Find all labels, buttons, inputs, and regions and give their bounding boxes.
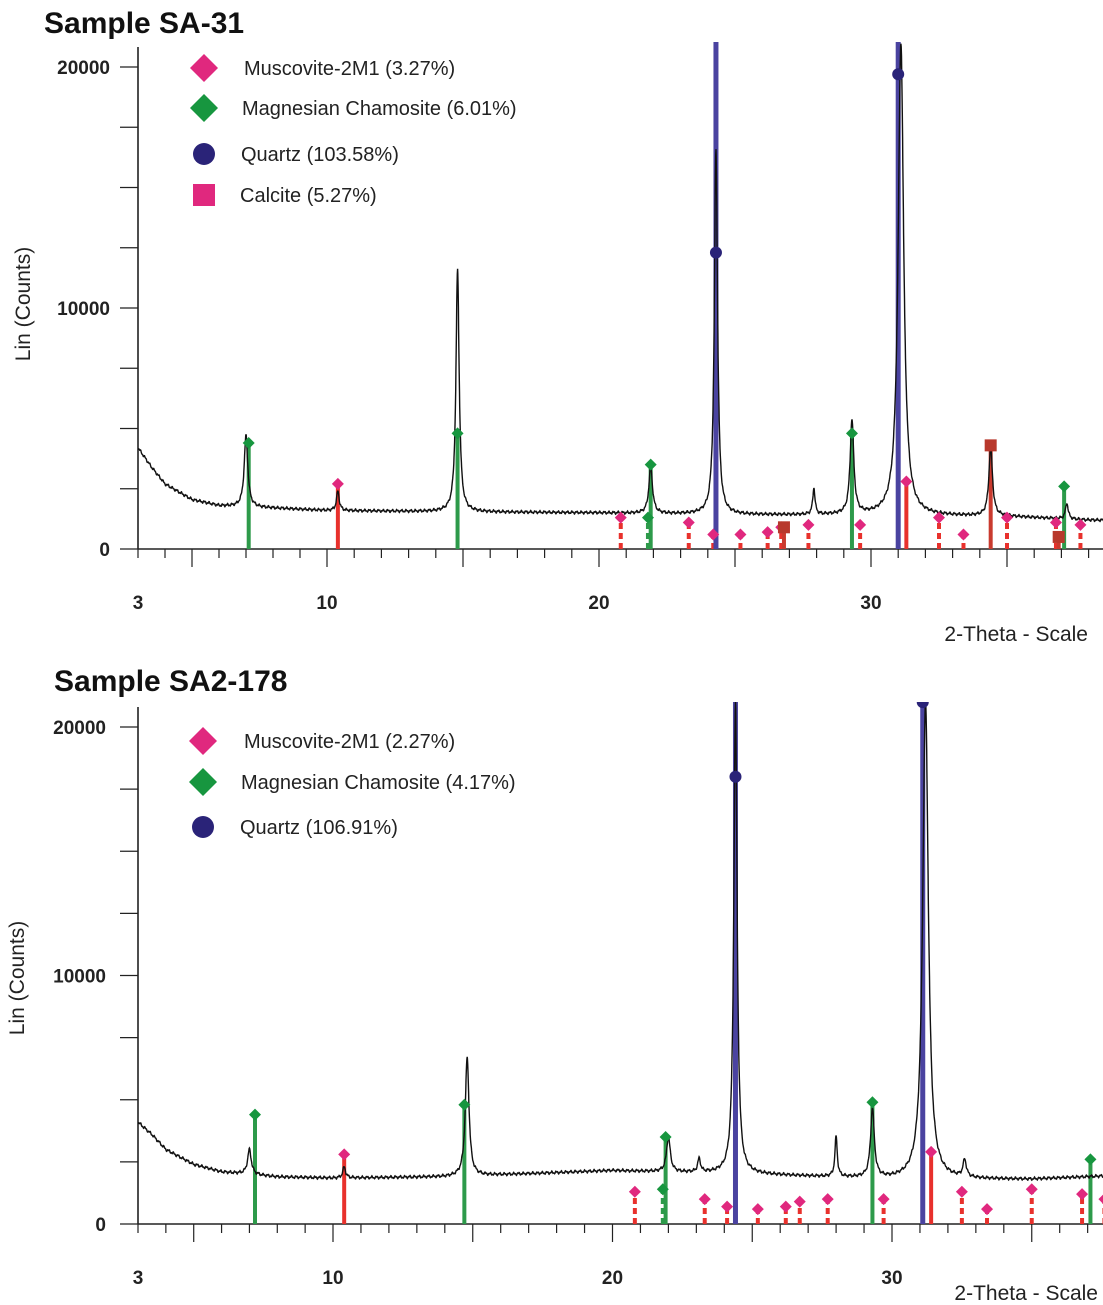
diffraction-pattern [138, 43, 1103, 523]
y-tick-label: 0 [99, 540, 110, 561]
legend-label: Quartz (106.91%) [240, 817, 398, 839]
legend: Muscovite-2M1 (2.27%) Magnesian Chamosite… [189, 727, 516, 839]
point-muscovite-2m1 [1098, 1194, 1103, 1204]
point-magnesian-chamosite [866, 1096, 879, 1109]
legend-marker-circle [192, 816, 214, 838]
legend-marker-square [193, 184, 215, 206]
point-muscovite-2m1 [802, 518, 815, 531]
point-quartz [709, 246, 722, 259]
plot-area: 0 10000 20000 3 10 20 30 [53, 702, 1103, 1289]
y-tick-label: 20000 [57, 58, 110, 79]
point-muscovite-2m1 [614, 511, 627, 524]
point-muscovite-2m1 [854, 518, 867, 531]
point-muscovite-2m1 [682, 516, 695, 529]
y-tick-label: 10000 [57, 299, 110, 320]
panel-sa-31: Sample SA-31 Lin (Counts) 2-Theta - Scal… [12, 7, 1103, 646]
x-tick-label: 10 [322, 1268, 343, 1289]
point-muscovite-2m1 [957, 528, 970, 541]
x-tick-label: 3 [133, 593, 144, 614]
point-muscovite-2m1 [955, 1185, 968, 1198]
point-muscovite-2m1 [698, 1193, 711, 1206]
point-muscovite-2m1 [933, 511, 945, 524]
legend-label: Muscovite-2M1 (2.27%) [244, 731, 455, 753]
point-calcite [984, 439, 997, 452]
point-muscovite-2m1 [1074, 518, 1087, 531]
point-muscovite-2m1 [721, 1200, 734, 1213]
point-quartz [729, 770, 742, 783]
legend-item: Quartz (106.91%) [192, 816, 398, 839]
y-tick-label: 0 [95, 1215, 106, 1236]
point-muscovite-2m1 [1001, 511, 1013, 524]
x-tick-label: 20 [602, 1268, 623, 1289]
x-tick-label: 20 [588, 593, 609, 614]
point-muscovite-2m1 [1076, 1188, 1089, 1201]
point-muscovite-2m1 [761, 526, 774, 539]
point-calcite [777, 521, 790, 534]
point-magnesian-chamosite [659, 1131, 672, 1144]
legend-label: Muscovite-2M1 (3.27%) [244, 58, 455, 80]
y-tick-label: 20000 [53, 718, 106, 739]
point-muscovite-2m1 [1049, 516, 1062, 529]
point-muscovite-2m1 [1025, 1183, 1038, 1196]
legend-marker-diamond [189, 727, 217, 755]
point-magnesian-chamosite [242, 436, 255, 449]
point-magnesian-chamosite [1084, 1153, 1097, 1166]
point-muscovite-2m1 [821, 1193, 834, 1206]
point-muscovite-2m1 [981, 1203, 994, 1216]
legend-item: Magnesian Chamosite (4.17%) [189, 768, 516, 796]
point-muscovite-2m1 [628, 1185, 641, 1198]
point-quartz [892, 68, 905, 81]
point-magnesian-chamosite [1058, 480, 1071, 493]
point-muscovite-2m1 [925, 1145, 938, 1158]
y-axis-label: Lin (Counts) [6, 921, 29, 1035]
legend-item: Quartz (103.58%) [193, 143, 399, 166]
x-tick-label: 30 [881, 1268, 902, 1289]
x-tick-label: 30 [860, 593, 881, 614]
point-quartz [916, 702, 929, 709]
legend-item: Muscovite-2M1 (2.27%) [189, 727, 455, 755]
point-muscovite-2m1 [779, 1200, 792, 1213]
point-magnesian-chamosite [249, 1108, 261, 1121]
point-muscovite-2m1 [793, 1195, 806, 1208]
point-magnesian-chamosite [656, 1183, 669, 1196]
x-tick-label: 10 [316, 593, 337, 614]
legend-marker-diamond [190, 54, 218, 82]
x-axis-label: 2-Theta - Scale [944, 623, 1088, 646]
point-magnesian-chamosite [641, 511, 654, 524]
y-axis-label: Lin (Counts) [12, 247, 35, 361]
point-magnesian-chamosite [458, 1098, 471, 1111]
legend: Muscovite-2M1 (3.27%) Magnesian Chamosite… [190, 54, 517, 207]
legend-item: Muscovite-2M1 (3.27%) [190, 54, 455, 82]
point-magnesian-chamosite [845, 427, 858, 440]
panel-sa2-178: Sample SA2-178 Lin (Counts) 2-Theta - Sc… [6, 665, 1103, 1305]
legend-label: Magnesian Chamosite (4.17%) [241, 772, 516, 794]
point-muscovite-2m1 [707, 528, 720, 541]
legend-marker-circle [193, 143, 215, 165]
legend-label: Calcite (5.27%) [240, 185, 377, 207]
legend-label: Magnesian Chamosite (6.01%) [242, 98, 517, 120]
point-muscovite-2m1 [877, 1193, 890, 1206]
chart-title: Sample SA-31 [44, 7, 244, 40]
legend-item: Calcite (5.27%) [193, 184, 377, 207]
y-tick-label: 10000 [53, 967, 106, 988]
point-muscovite-2m1 [751, 1203, 764, 1216]
point-muscovite-2m1 [331, 477, 344, 490]
legend-marker-diamond [189, 768, 217, 796]
point-muscovite-2m1 [734, 528, 747, 541]
point-muscovite-2m1 [900, 475, 913, 488]
legend-item: Magnesian Chamosite (6.01%) [190, 94, 517, 122]
legend-marker-diamond [190, 94, 218, 122]
point-calcite [1052, 530, 1065, 543]
x-axis-label: 2-Theta - Scale [954, 1282, 1098, 1305]
point-magnesian-chamosite [644, 458, 657, 471]
x-tick-label: 3 [133, 1268, 144, 1289]
point-muscovite-2m1 [338, 1148, 351, 1161]
point-magnesian-chamosite [451, 427, 464, 440]
chart-title: Sample SA2-178 [54, 665, 287, 698]
plot-area: 0 10000 20000 3 10 20 30 [57, 42, 1103, 614]
legend-label: Quartz (103.58%) [241, 144, 399, 166]
